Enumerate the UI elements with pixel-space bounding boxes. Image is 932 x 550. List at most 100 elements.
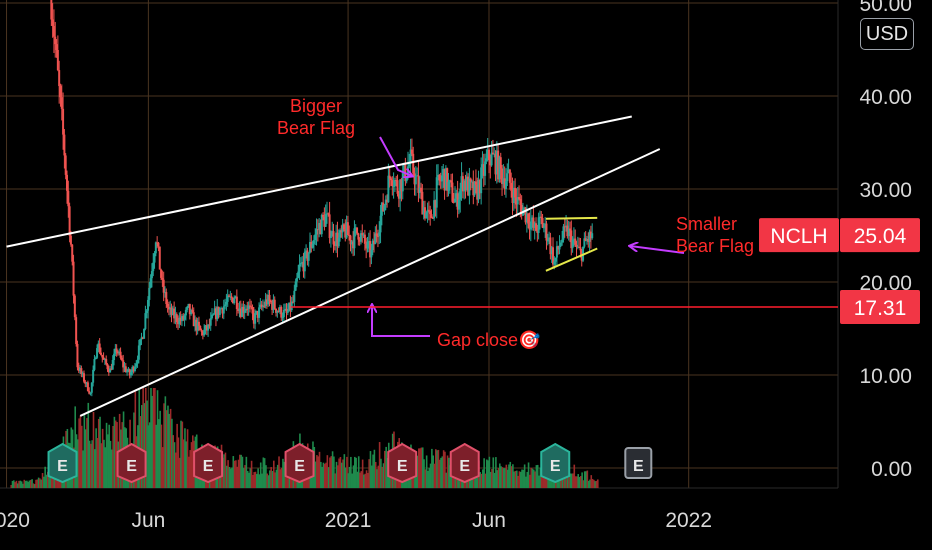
price-candle [519,199,522,205]
price-candle [529,221,532,230]
volume-bar [487,460,489,488]
price-candle [420,187,423,192]
volume-bar [235,460,237,488]
volume-bar [236,466,239,488]
price-candle [265,299,268,305]
price-candle [409,149,412,164]
price-candle [71,244,74,262]
price-candle [373,240,376,245]
price-candle [348,235,351,237]
earnings-marker-box [624,447,653,479]
price-candle [482,164,485,176]
price-candle [439,180,442,182]
smaller-flag-arrow [630,246,685,254]
price-candle [272,299,275,310]
price-candle [477,180,480,200]
volume-bar [539,467,542,488]
volume-bar [479,472,482,488]
price-candle [538,216,541,218]
volume-bar [270,467,272,488]
volume-bar [446,455,449,488]
price-candle [392,186,395,188]
price-candle [130,372,133,376]
price-candle [365,243,368,249]
volume-bar [428,467,431,488]
volume-bar [18,480,20,488]
price-candle [225,301,228,305]
volume-bar [566,470,569,488]
volume-bar [593,479,595,488]
price-candle [298,264,301,272]
price-candle [408,163,411,167]
price-candle [589,231,592,239]
volume-bar [171,418,173,488]
price-candle [258,307,261,318]
price-candle [165,292,168,304]
price-candle [111,359,114,370]
price-candle [387,175,390,203]
volume-bar [108,424,110,488]
price-candle [116,351,119,354]
x-tick-label: Jun [472,509,506,532]
price-candle [306,250,309,261]
price-candle [469,178,472,182]
price-candle [511,190,514,203]
volume-bar [41,473,44,488]
price-candle [76,343,79,368]
price-candle [555,246,558,258]
volume-bar [382,463,385,488]
price-candle [401,173,404,192]
annotation-line: Gap close🎯 [437,330,540,350]
volume-bar [522,469,525,488]
earnings-marker-label: E [459,458,470,475]
volume-bar [433,463,436,488]
volume-bar [318,451,321,488]
price-candle [84,381,87,384]
price-candle [209,318,212,326]
price-candle [69,235,72,245]
bigger-flag-arrow [379,136,412,176]
price-candle [93,359,96,370]
volume-bar [535,465,538,488]
volume-bar [368,459,370,488]
volume-bar [248,472,250,488]
price-candle [268,294,271,301]
volume-bar [15,480,18,488]
volume-bar [586,470,589,488]
price-candle [197,321,200,326]
price-candle [184,309,187,316]
currency-button[interactable]: USD [860,18,914,50]
price-candle [325,213,328,215]
price-candle [179,317,182,322]
volume-bar [365,470,368,488]
price-candle [50,0,53,20]
price-candle [435,177,438,208]
volume-bar [186,429,189,488]
price-candle [190,310,193,315]
volume-bar [489,471,492,488]
volume-bar [261,473,263,488]
price-candles [50,0,594,397]
volume-bar [276,464,279,488]
price-candle [444,168,447,191]
earnings-marker-label: E [397,458,408,475]
price-candle [196,321,199,331]
gap-close-label: Gap close🎯 [437,330,540,350]
annotation-arrows [372,136,685,337]
price-candle [128,369,131,376]
volume-bar [531,468,534,488]
volume-bar [246,470,249,488]
price-candle [205,325,208,331]
price-candle [56,50,59,71]
price-candle [144,313,147,329]
price-candle [527,213,530,224]
price-candle [442,169,445,176]
volume-bar [427,470,429,488]
price-candle [324,214,327,227]
price-candle [52,25,55,37]
volume-bar [165,410,168,488]
price-candle [63,134,66,156]
volume-bar [534,471,536,488]
